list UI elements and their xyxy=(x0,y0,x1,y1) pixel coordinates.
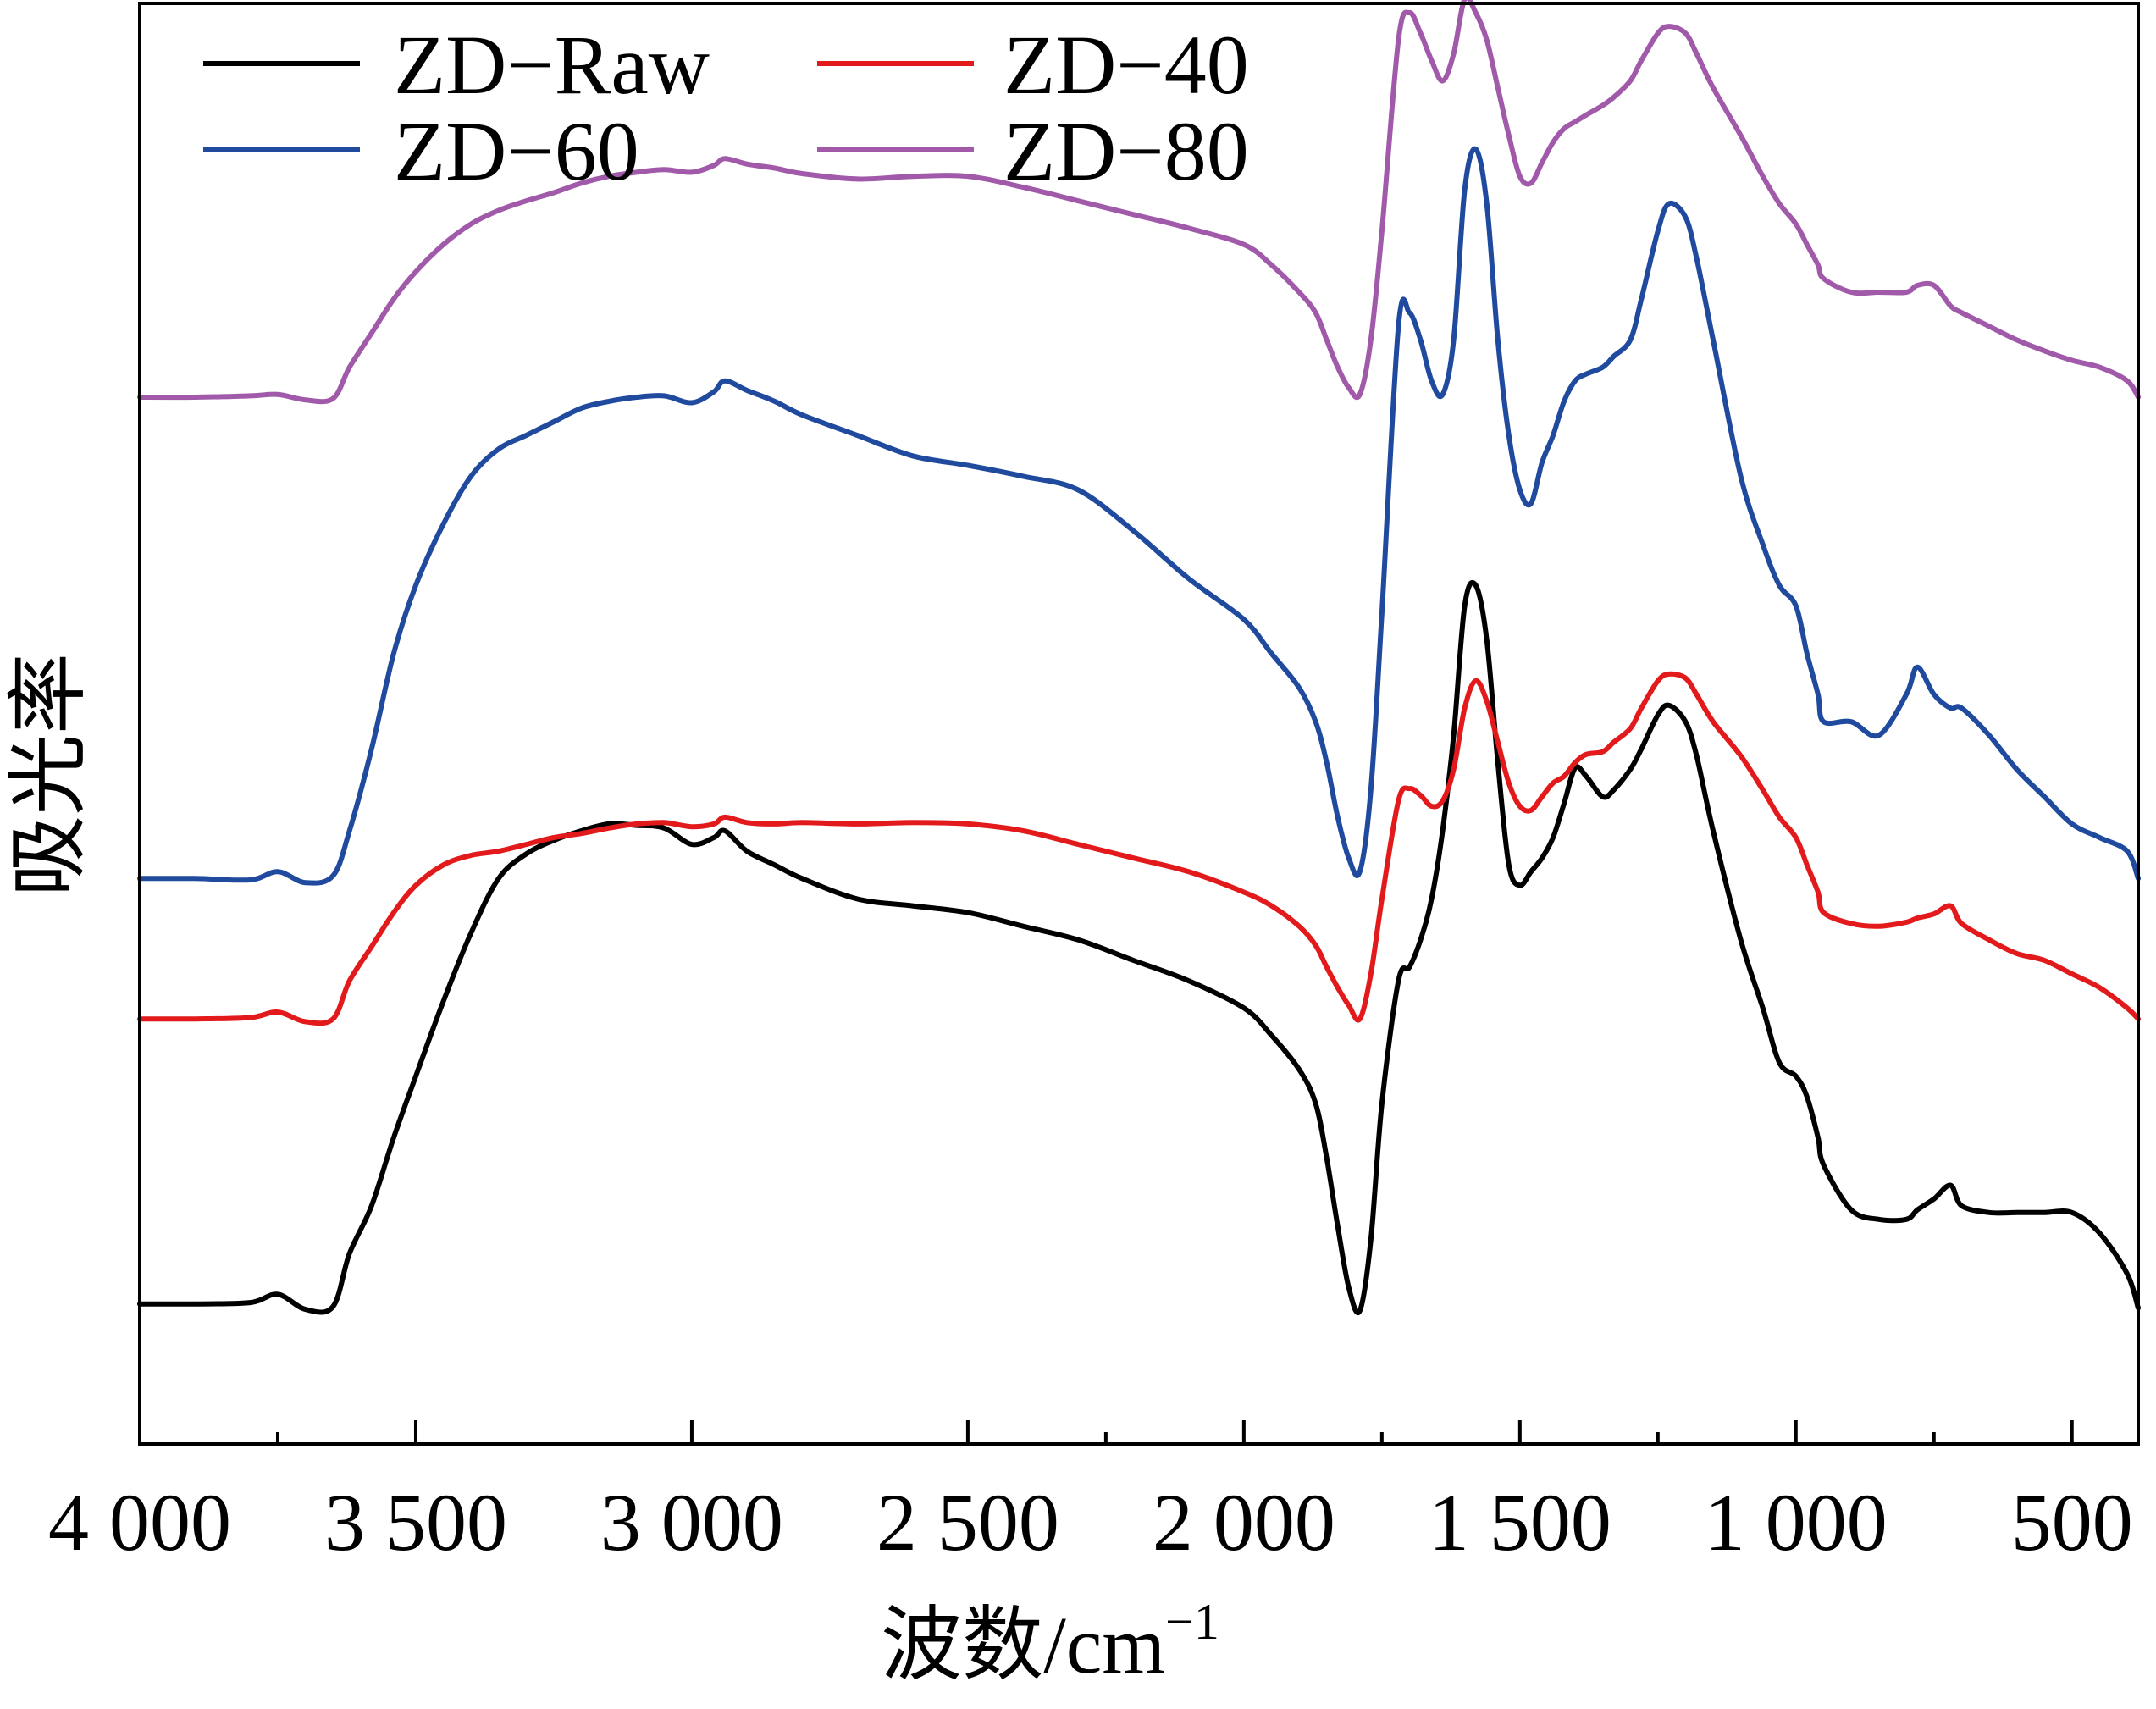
x-tick-label: 1 500 xyxy=(1429,1477,1611,1568)
x-axis-ticks xyxy=(138,1420,2074,1444)
x-tick-label: 2 000 xyxy=(1153,1477,1335,1568)
x-axis-label-main: 波数/cm xyxy=(881,1600,1165,1690)
series-line-zd-80 xyxy=(137,0,2141,405)
x-tick-label: 500 xyxy=(2011,1477,2133,1568)
series-line-zd-raw xyxy=(137,579,2141,1315)
x-tick-label: 3 000 xyxy=(600,1477,783,1568)
x-tick-label: 2 500 xyxy=(876,1477,1059,1568)
legend-label-zd-60: ZD−60 xyxy=(394,104,639,198)
legend-label-zd-40: ZD−40 xyxy=(1003,18,1249,112)
plot-frame xyxy=(138,2,2140,1446)
x-axis-tick-labels: 4 000 3 500 3 000 2 500 2 000 1 500 1 000 500 xyxy=(48,1477,2133,1568)
series-layer xyxy=(137,0,2141,1315)
y-axis-label: 吸光率 xyxy=(3,653,94,897)
x-axis-label: 波数/cm−1 xyxy=(881,1594,1219,1690)
x-axis-label-superscript: −1 xyxy=(1165,1594,1219,1650)
x-tick-label: 3 500 xyxy=(324,1477,507,1568)
x-tick-label: 1 000 xyxy=(1705,1477,1888,1568)
legend-label-zd-80: ZD−80 xyxy=(1003,104,1249,198)
legend-label-zd-raw: ZD−Raw xyxy=(394,18,710,112)
series-line-zd-60 xyxy=(137,146,2141,886)
series-line-zd-40 xyxy=(137,671,2141,1026)
x-tick-label: 4 000 xyxy=(48,1477,231,1568)
legend: ZD−Raw ZD−40 ZD−60 ZD−80 xyxy=(203,18,1249,198)
